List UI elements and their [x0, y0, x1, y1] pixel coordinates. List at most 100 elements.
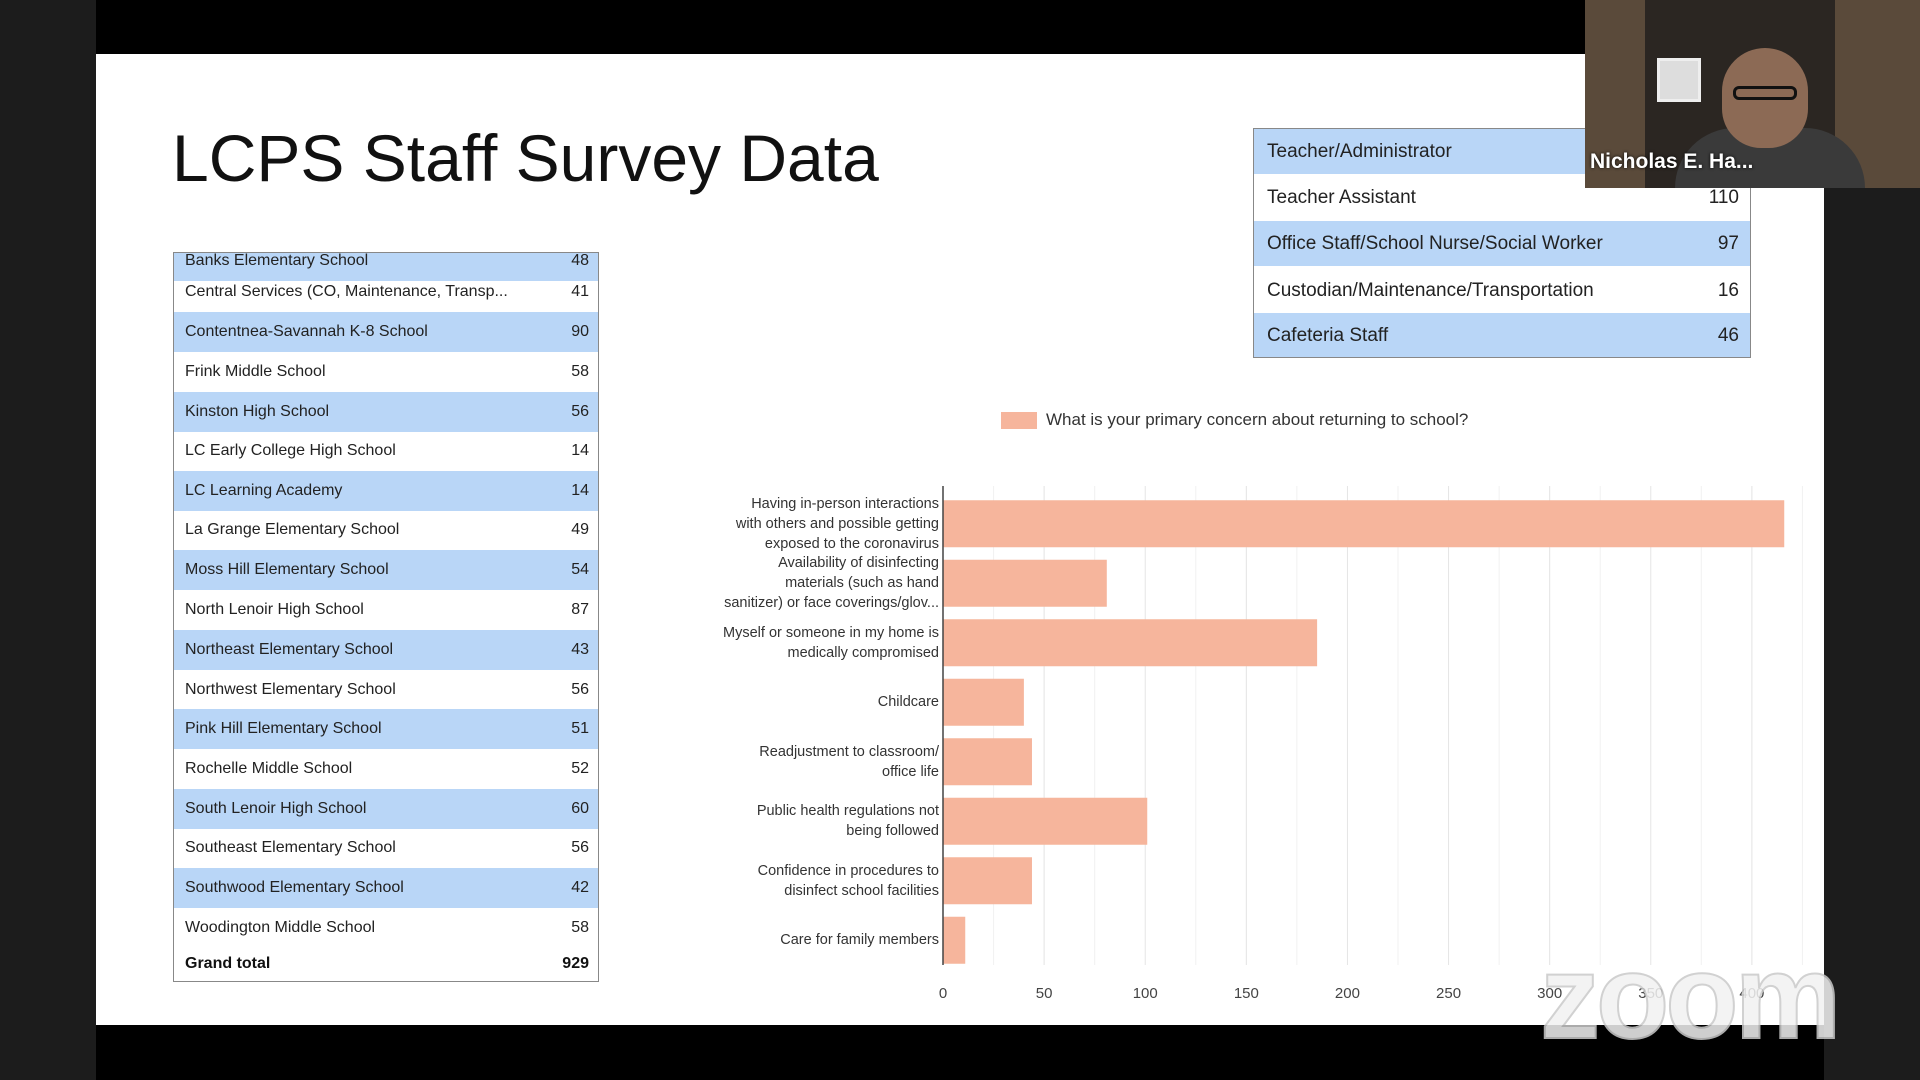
table-row: Contentnea-Savannah K-8 School 90 [174, 312, 598, 352]
school-name: Southeast Elementary School [185, 839, 396, 856]
school-count: 48 [571, 252, 589, 269]
school-count: 14 [571, 482, 589, 499]
table-row: Southwood Elementary School 42 [174, 868, 598, 908]
role-count: 16 [1717, 279, 1739, 301]
bar [943, 738, 1032, 786]
role-name: Teacher Assistant [1267, 186, 1416, 208]
school-name: Contentnea-Savannah K-8 School [185, 323, 428, 340]
table-row: North Lenoir High School 87 [174, 590, 598, 630]
table-row: Teacher Assistant 110 [1254, 175, 1750, 220]
table-row: Northwest Elementary School 56 [174, 670, 598, 710]
bar [943, 500, 1785, 548]
x-tick-label: 50 [1036, 985, 1053, 1002]
table-row: LC Learning Academy 14 [174, 471, 598, 511]
school-name: South Lenoir High School [185, 800, 367, 817]
school-count: 87 [571, 601, 589, 618]
school-name: Rochelle Middle School [185, 760, 353, 777]
school-name: La Grange Elementary School [185, 521, 400, 538]
school-name: Southwood Elementary School [185, 879, 404, 896]
bar [943, 797, 1148, 845]
category-label: Readjustment to classroom/ office life [759, 743, 939, 780]
grand-total-value: 929 [562, 955, 589, 972]
role-name: Custodian/Maintenance/Transportation [1267, 279, 1594, 301]
table-row: Northeast Elementary School 43 [174, 630, 598, 670]
school-count: 14 [571, 442, 589, 459]
category-label: Myself or someone in my home is medicall… [723, 624, 939, 661]
table-row: South Lenoir High School 60 [174, 789, 598, 829]
legend-label: What is your primary concern about retur… [1046, 410, 1469, 429]
school-name: Northwest Elementary School [185, 681, 396, 698]
category-label: Public health regulations not being foll… [756, 803, 939, 840]
x-tick-label: 0 [939, 985, 947, 1002]
table-row: Pink Hill Elementary School 51 [174, 709, 598, 749]
role-name: Teacher/Administrator [1267, 140, 1452, 162]
school-count: 43 [571, 641, 589, 658]
bar [943, 916, 966, 964]
shared-slide: LCPS Staff Survey Data Banks Elementary … [96, 54, 1824, 1025]
category-label: Care for family members [780, 932, 939, 949]
bottom-black-bar [96, 1025, 1824, 1080]
x-tick-label: 200 [1335, 985, 1360, 1002]
top-black-bar [96, 0, 1824, 54]
table-row: Kinston High School 56 [174, 392, 598, 432]
school-count: 60 [571, 800, 589, 817]
bar [943, 678, 1024, 726]
school-count: 56 [571, 681, 589, 698]
bar [943, 559, 1107, 607]
school-count: 56 [571, 403, 589, 420]
school-name: Pink Hill Elementary School [185, 720, 382, 737]
category-label: Having in-person interactions with other… [735, 495, 939, 552]
x-tick-label: 250 [1436, 985, 1461, 1002]
table-row: Banks Elementary School 48 [174, 252, 598, 281]
school-name: Banks Elementary School [185, 252, 369, 269]
glasses [1733, 86, 1797, 100]
table-row: Custodian/Maintenance/Transportation 16 [1254, 268, 1750, 313]
concern-bar-chart: What is your primary concern about retur… [656, 394, 1824, 1014]
category-label: Confidence in procedures to disinfect sc… [757, 862, 939, 899]
school-count: 56 [571, 839, 589, 856]
grand-total-label: Grand total [185, 955, 271, 972]
table-row: La Grange Elementary School 49 [174, 510, 598, 550]
school-count: 54 [571, 561, 589, 578]
school-count: 41 [571, 283, 589, 300]
chart-legend: What is your primary concern about retur… [1001, 410, 1468, 430]
table-row: Cafeteria Staff 46 [1254, 313, 1750, 357]
bar [943, 857, 1032, 905]
x-tick-label: 300 [1537, 985, 1562, 1002]
table-row: Rochelle Middle School 52 [174, 749, 598, 789]
school-name: Central Services (CO, Maintenance, Trans… [185, 283, 508, 300]
role-name: Cafeteria Staff [1267, 324, 1389, 346]
school-name: Kinston High School [185, 403, 330, 420]
school-count: 90 [571, 323, 589, 340]
legend-swatch [1001, 411, 1037, 429]
school-count: 49 [571, 521, 589, 538]
category-label: Availability of disinfecting materials (… [724, 555, 939, 612]
bar [943, 619, 1318, 667]
school-name: Moss Hill Elementary School [185, 561, 389, 578]
role-count: 97 [1717, 232, 1739, 254]
participant-video-tile[interactable]: Nicholas E. Ha... [1585, 0, 1920, 188]
school-count: 58 [571, 919, 589, 936]
x-tick-label: 400 [1739, 985, 1764, 1002]
school-name: Frink Middle School [185, 363, 326, 380]
zoom-watermark: zoom [1539, 929, 1842, 1065]
school-count: 51 [571, 720, 589, 737]
role-name: Office Staff/School Nurse/Social Worker [1267, 232, 1603, 254]
school-name: North Lenoir High School [185, 601, 364, 618]
table-row: Frink Middle School 58 [174, 352, 598, 392]
grand-total-row: Grand total 929 [174, 947, 598, 981]
category-label: Childcare [877, 694, 939, 711]
role-count: 46 [1717, 324, 1739, 346]
table-row: Southeast Elementary School 56 [174, 828, 598, 868]
school-name: LC Early College High School [185, 442, 396, 459]
table-row: Office Staff/School Nurse/Social Worker 9… [1254, 221, 1750, 266]
school-name: LC Learning Academy [185, 482, 343, 499]
table-row: Moss Hill Elementary School 54 [174, 550, 598, 590]
school-name: Woodington Middle School [185, 919, 376, 936]
chart-plot-area: 0 50 100 150 200 250 300 350 400 450 [939, 486, 1803, 1002]
schools-table: Banks Elementary School 48 Central Service… [173, 252, 599, 982]
page-title: LCPS Staff Survey Data [172, 121, 879, 195]
role-count: 110 [1708, 186, 1739, 208]
bookshelf [1585, 0, 1645, 188]
table-row: LC Early College High School 14 [174, 431, 598, 471]
